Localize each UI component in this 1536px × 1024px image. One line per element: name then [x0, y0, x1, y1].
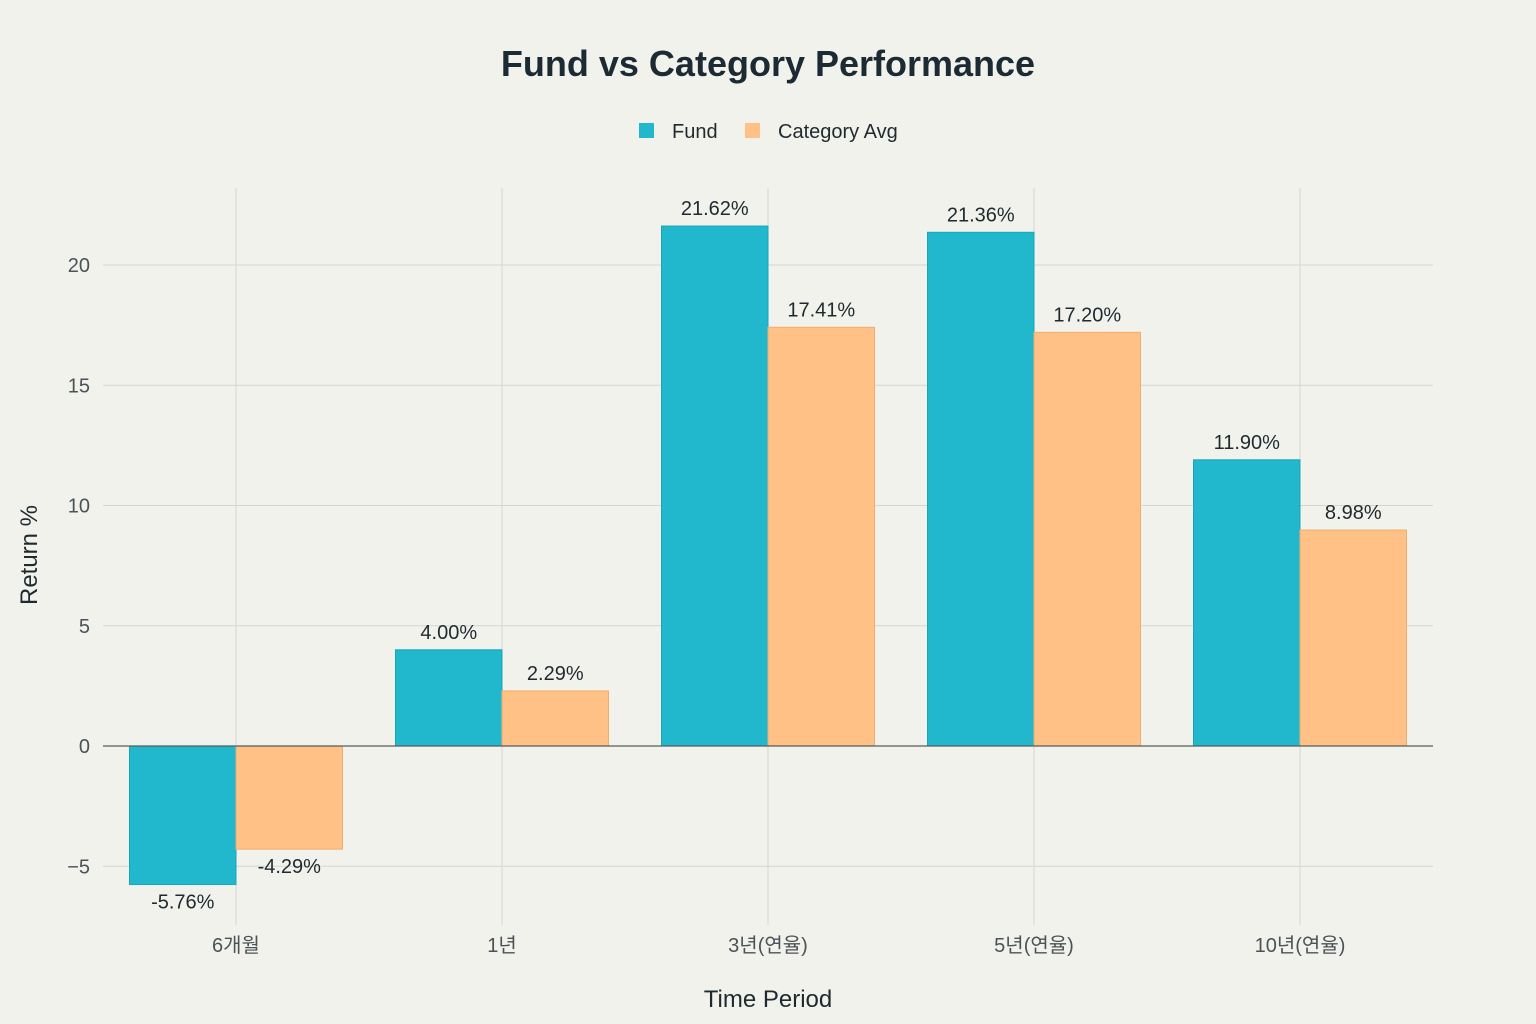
chart-title: Fund vs Category Performance	[501, 43, 1035, 84]
bars	[129, 225, 1407, 886]
y-tick-label: 15	[68, 375, 90, 397]
fund-bar	[129, 745, 237, 886]
category-avg-value-label: 17.20%	[1053, 304, 1121, 326]
y-tick-label: 20	[68, 255, 90, 277]
fund-value-label: -5.76%	[151, 892, 215, 914]
category-avg-value-label: 2.29%	[527, 663, 584, 685]
legend-fund-swatch	[639, 123, 654, 138]
y-axis-ticks: −5 0 5 10 15 20	[67, 255, 90, 878]
legend-fund-label: Fund	[672, 121, 718, 143]
category-avg-value-label: 17.41%	[787, 299, 855, 321]
x-tick-label: 6개월	[212, 934, 260, 957]
fund-value-label: 21.62%	[681, 198, 749, 220]
x-axis-title: Time Period	[704, 986, 832, 1013]
data-labels: -5.76% 4.00% 21.62% 21.36% 11.90% -4.29% 2.29%…	[151, 198, 1382, 913]
legend-category-avg-label: Category Avg	[778, 121, 898, 143]
fund-value-label: 4.00%	[420, 622, 477, 644]
x-tick-label: 10년(연율)	[1255, 934, 1346, 957]
fund-value-label: 11.90%	[1214, 432, 1281, 454]
category-avg-value-label: -4.29%	[258, 856, 322, 878]
legend-category-avg-swatch	[745, 123, 760, 138]
category-avg-value-label: 8.98%	[1325, 502, 1382, 524]
y-tick-label: 0	[79, 736, 90, 758]
category-avg-bar	[767, 326, 875, 747]
legend: Fund Category Avg	[639, 121, 898, 143]
y-axis-title: Return %	[16, 505, 43, 605]
y-tick-label: 10	[68, 496, 90, 518]
x-tick-label: 1년	[487, 934, 517, 957]
x-axis-ticks: 6개월 1년 3년(연율) 5년(연율) 10년(연율)	[212, 934, 1345, 957]
fund-value-label: 21.36%	[947, 204, 1015, 226]
category-avg-bar	[1033, 331, 1141, 747]
category-avg-bar	[235, 745, 343, 850]
fund-bar	[395, 649, 503, 747]
x-tick-label: 5년(연율)	[994, 934, 1074, 957]
y-tick-label: −5	[67, 856, 90, 878]
y-tick-label: 5	[79, 616, 90, 638]
fund-bar	[661, 225, 769, 747]
fund-bar	[927, 231, 1035, 747]
category-avg-bar	[1299, 529, 1407, 747]
fund-bar	[1193, 459, 1301, 747]
category-avg-bar	[501, 690, 609, 747]
x-tick-label: 3년(연율)	[728, 934, 808, 957]
